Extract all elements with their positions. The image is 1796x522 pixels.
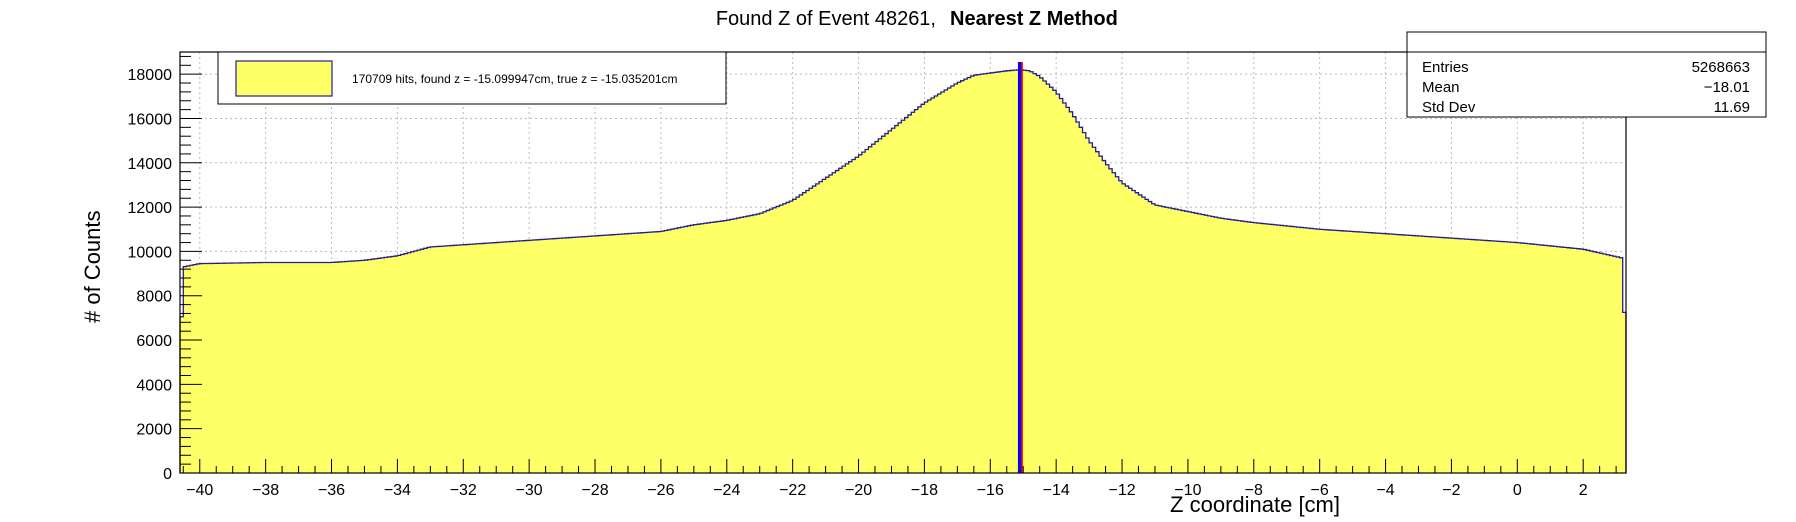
x-tick-label: −24 <box>713 482 740 499</box>
x-tick-label: −8 <box>1245 482 1263 499</box>
legend-label: 170709 hits, found z = -15.099947cm, tru… <box>352 72 678 86</box>
stats-entries-label: Entries <box>1422 59 1469 76</box>
y-tick-label: 14000 <box>128 156 173 173</box>
legend-swatch <box>235 60 333 97</box>
x-tick-label: −4 <box>1376 482 1394 499</box>
chart-title-method: Nearest Z Method <box>950 8 1118 30</box>
stats-box: Entries 5268663 Mean −18.01 Std Dev 11.6… <box>1406 31 1767 118</box>
x-tick-label: −38 <box>252 482 279 499</box>
y-tick-label: 18000 <box>128 67 173 84</box>
x-tick-label: 0 <box>1513 482 1522 499</box>
plot-frame <box>179 51 1627 474</box>
stats-frame <box>1406 31 1767 118</box>
x-tick-label: −22 <box>779 482 806 499</box>
x-tick-label: 2 <box>1579 482 1588 499</box>
stats-mean-label: Mean <box>1422 79 1460 96</box>
x-tick-label: −30 <box>516 482 543 499</box>
y-tick-label: 4000 <box>136 377 172 394</box>
x-tick-label: −28 <box>581 482 608 499</box>
x-tick-label: −20 <box>845 482 872 499</box>
x-tick-label: −26 <box>647 482 674 499</box>
y-tick-label: 6000 <box>136 333 172 350</box>
y-tick-label: 2000 <box>136 422 172 439</box>
y-tick-label: 8000 <box>136 289 172 306</box>
x-tick-label: −14 <box>1043 482 1070 499</box>
chart-title: Found Z of Event 48261, <box>716 8 936 30</box>
x-tick-label: −6 <box>1311 482 1329 499</box>
stats-mean-value: −18.01 <box>1704 79 1750 96</box>
y-tick-label: 12000 <box>128 200 173 217</box>
stats-entries-value: 5268663 <box>1692 59 1750 76</box>
x-tick-label: −18 <box>911 482 938 499</box>
x-tick-label: −16 <box>977 482 1004 499</box>
x-axis-tick-labels: −40 −38 −36 −34 −32 −30 −28 −26 −24 −22 −20 −18 −16−… <box>186 482 1588 499</box>
x-axis-ticks <box>182 459 1617 473</box>
y-tick-label: 10000 <box>128 244 173 261</box>
y-axis-title: # of Counts <box>80 210 105 323</box>
x-tick-label: −32 <box>450 482 477 499</box>
y-tick-label: 0 <box>163 466 172 483</box>
y-axis-tick-labels: 0 2000 4000 6000 8000 10000 12000 14000 16000 180… <box>128 67 173 483</box>
stats-stddev-value: 11.69 <box>1714 99 1750 116</box>
y-tick-label: 16000 <box>128 111 173 128</box>
x-tick-label: −10 <box>1174 482 1201 499</box>
z-markers <box>1017 62 1023 473</box>
histogram-outline <box>179 69 1627 473</box>
x-tick-label: −36 <box>318 482 345 499</box>
x-axis-title: Z coordinate [cm] <box>1170 492 1340 517</box>
x-tick-label: −12 <box>1108 482 1135 499</box>
histogram-fill <box>180 69 1626 473</box>
y-axis-ticks <box>180 55 202 474</box>
stats-stddev-label: Std Dev <box>1422 99 1476 116</box>
x-tick-label: −40 <box>186 482 213 499</box>
x-tick-label: −2 <box>1442 482 1460 499</box>
x-tick-label: −34 <box>384 482 411 499</box>
legend: 170709 hits, found z = -15.099947cm, tru… <box>217 51 727 105</box>
